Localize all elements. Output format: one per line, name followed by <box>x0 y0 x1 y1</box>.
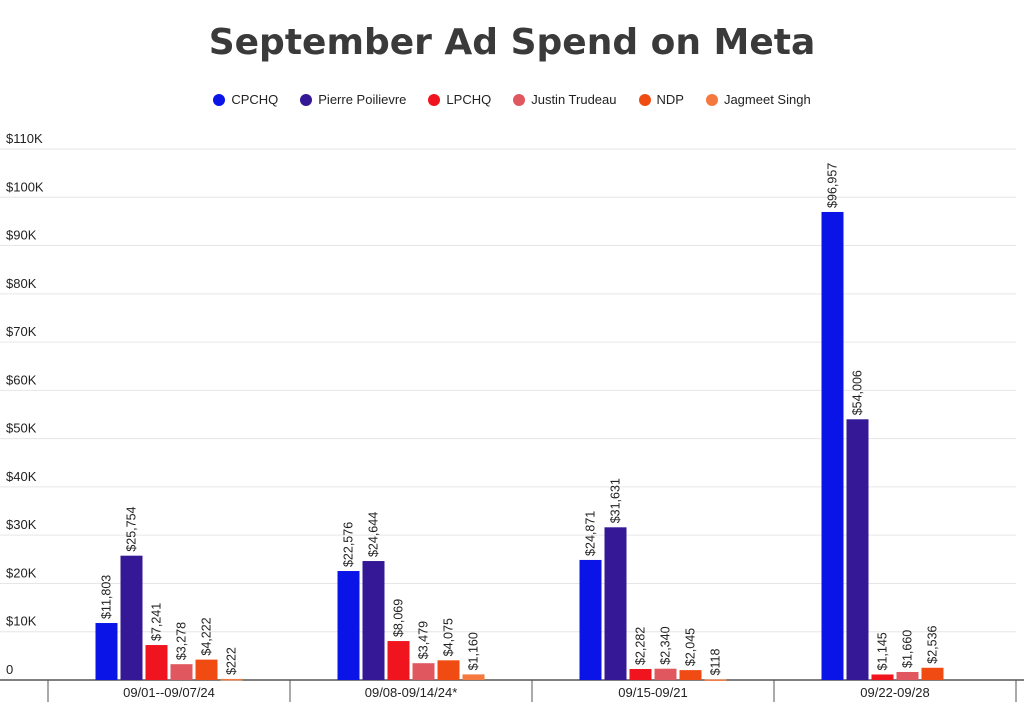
legend-item-2: LPCHQ <box>428 92 491 107</box>
y-tick-label: $50K <box>6 421 37 436</box>
legend-swatch <box>705 93 718 106</box>
legend-item-1: Pierre Poilievre <box>300 92 406 107</box>
legend: CPCHQ Pierre Poilievre LPCHQ Justin Trudeau… <box>0 92 1024 107</box>
chart-title: September Ad Spend on Meta <box>208 22 816 63</box>
data-label: $4,075 <box>442 618 456 656</box>
legend-item-3: Justin Trudeau <box>513 92 617 107</box>
bar-lpchq <box>387 641 410 680</box>
y-tick-label: $40K <box>6 469 37 484</box>
data-label: $2,340 <box>659 626 673 664</box>
bar-jagmeet-singh <box>462 674 485 680</box>
y-tick-label: $20K <box>6 565 37 580</box>
x-category-label: 09/01--09/07/24 <box>123 685 215 700</box>
legend-label: Justin Trudeau <box>531 92 617 107</box>
legend-label: LPCHQ <box>446 92 492 107</box>
data-label: $31,631 <box>609 478 623 523</box>
bar-cpchq <box>579 559 602 680</box>
y-tick-label: $90K <box>6 228 37 243</box>
data-label: $8,069 <box>392 599 406 637</box>
bar-pierre-poilievre <box>846 419 869 680</box>
data-label: $2,536 <box>926 625 940 663</box>
legend-swatch <box>300 93 313 106</box>
bar-ndp <box>437 660 460 680</box>
data-label: $96,957 <box>826 163 840 208</box>
bar-ndp <box>921 667 944 680</box>
data-label: $22,576 <box>342 522 356 567</box>
data-label: $25,754 <box>125 506 139 551</box>
bar-pierre-poilievre <box>362 561 385 680</box>
bar-jagmeet-singh <box>220 678 243 681</box>
data-label: $118 <box>709 649 723 676</box>
data-label: $2,045 <box>684 628 698 666</box>
x-category-label: 09/15-09/21 <box>618 685 687 700</box>
y-tick-label: 0 <box>6 662 13 677</box>
data-label: $54,006 <box>851 370 865 415</box>
bar-justin-trudeau <box>170 664 193 680</box>
bar-cpchq <box>337 571 360 680</box>
bar-ndp <box>195 659 218 680</box>
y-tick-label: $100K <box>6 179 44 194</box>
legend-label: CPCHQ <box>231 92 279 107</box>
bar-lpchq <box>145 645 168 680</box>
data-label: $222 <box>225 647 239 675</box>
legend-swatch <box>213 93 226 106</box>
data-label: $24,644 <box>367 512 381 557</box>
bar-ndp <box>679 670 702 680</box>
legend-swatch <box>638 93 651 106</box>
bar-justin-trudeau <box>654 668 677 680</box>
bar-justin-trudeau <box>896 671 919 680</box>
data-label: $7,241 <box>150 603 164 641</box>
legend-item-0: CPCHQ <box>213 92 278 107</box>
bar-jagmeet-singh <box>704 679 727 681</box>
legend-swatch <box>428 93 441 106</box>
data-label: $3,479 <box>417 621 431 659</box>
data-label: $1,145 <box>876 632 890 670</box>
legend-item-5: Jagmeet Singh <box>705 92 811 107</box>
y-tick-label: $80K <box>6 276 37 291</box>
legend-item-4: NDP <box>638 92 684 107</box>
data-label: $24,871 <box>584 511 598 556</box>
data-label: $1,160 <box>467 632 481 670</box>
legend-label: Jagmeet Singh <box>723 92 811 107</box>
data-label: $2,282 <box>634 627 648 665</box>
data-label: $4,222 <box>200 617 214 655</box>
y-tick-label: $60K <box>6 372 37 387</box>
bar-lpchq <box>629 668 652 680</box>
x-category-label: 09/08-09/14/24* <box>365 685 458 700</box>
y-tick-label: $30K <box>6 517 37 532</box>
legend-label: Pierre Poilievre <box>318 92 407 107</box>
bar-lpchq <box>871 674 894 680</box>
legend-label: NDP <box>656 92 684 107</box>
x-category-label: 09/22-09/28 <box>860 685 929 700</box>
bar-pierre-poilievre <box>120 555 143 680</box>
legend-swatch <box>513 93 526 106</box>
bar-pierre-poilievre <box>604 527 627 680</box>
y-tick-label: $110K <box>6 131 43 146</box>
data-label: $11,803 <box>100 575 114 619</box>
data-label: $1,660 <box>901 630 915 668</box>
bar-cpchq <box>821 211 844 681</box>
y-tick-label: $10K <box>6 614 37 629</box>
bar-justin-trudeau <box>412 663 435 680</box>
data-label: $3,278 <box>175 622 189 660</box>
y-tick-label: $70K <box>6 324 37 339</box>
bar-cpchq <box>95 623 118 680</box>
